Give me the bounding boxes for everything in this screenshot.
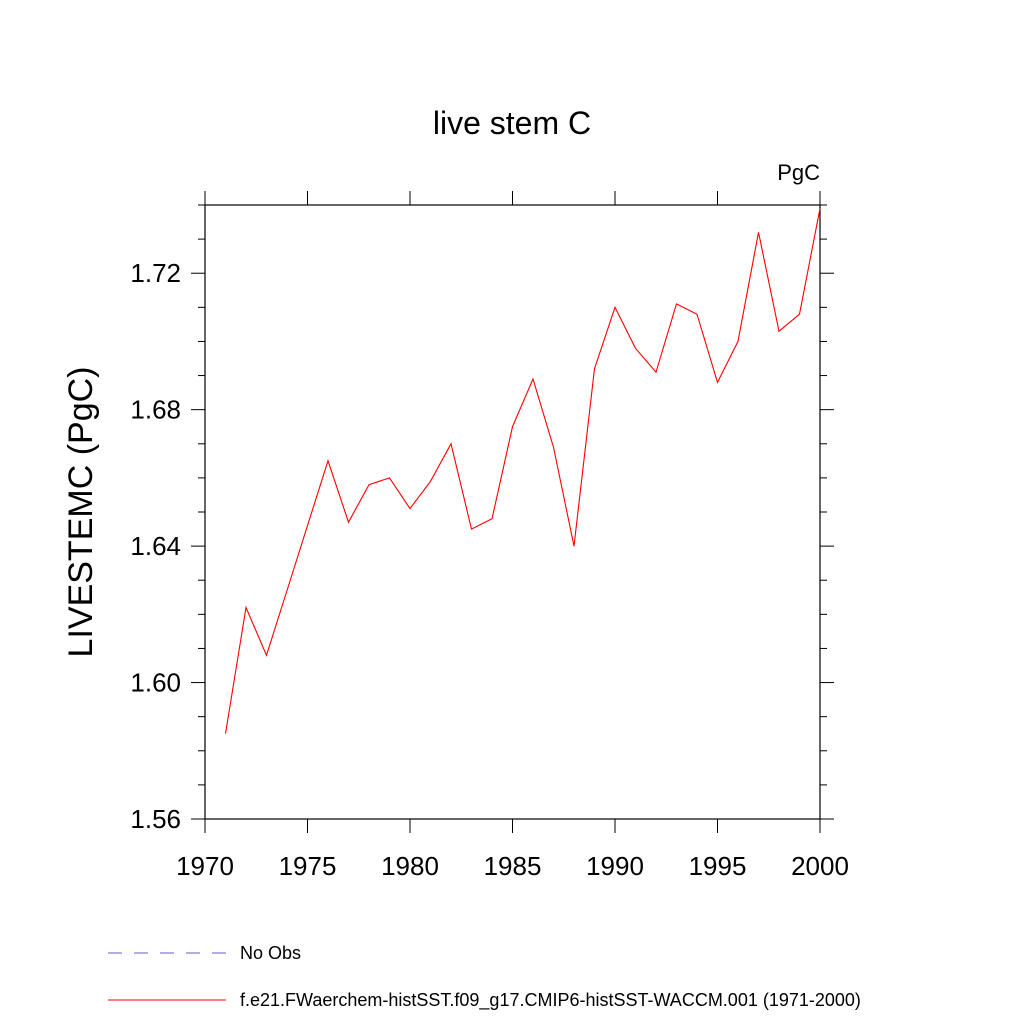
x-tick-label: 1995 <box>689 851 747 881</box>
x-tick-label: 1975 <box>279 851 337 881</box>
chart-title: live stem C <box>433 105 591 141</box>
y-tick-label: 1.60 <box>130 668 181 698</box>
x-tick-label: 2000 <box>791 851 849 881</box>
legend: No Obs f.e21.FWaerchem-histSST.f09_g17.CM… <box>108 943 861 1011</box>
y-tick-label: 1.72 <box>130 258 181 288</box>
x-tick-label: 1970 <box>176 851 234 881</box>
units-label: PgC <box>777 160 820 185</box>
legend-label: f.e21.FWaerchem-histSST.f09_g17.CMIP6-hi… <box>240 990 861 1011</box>
y-tick-label: 1.56 <box>130 804 181 834</box>
plot-frame <box>204 204 821 820</box>
legend-label: No Obs <box>240 943 301 963</box>
axis-ticks: 1970 1975 1980 1985 1990 1995 2000 1.56 1.60 1.64… <box>130 191 849 881</box>
series-line <box>224 208 821 734</box>
x-tick-label: 1985 <box>484 851 542 881</box>
x-tick-label: 1980 <box>381 851 439 881</box>
series-lines <box>224 208 821 734</box>
y-tick-label: 1.64 <box>130 531 181 561</box>
y-axis-label: LIVESTEMC (PgC) <box>62 367 100 658</box>
x-tick-label: 1990 <box>586 851 644 881</box>
y-tick-label: 1.68 <box>130 395 181 425</box>
